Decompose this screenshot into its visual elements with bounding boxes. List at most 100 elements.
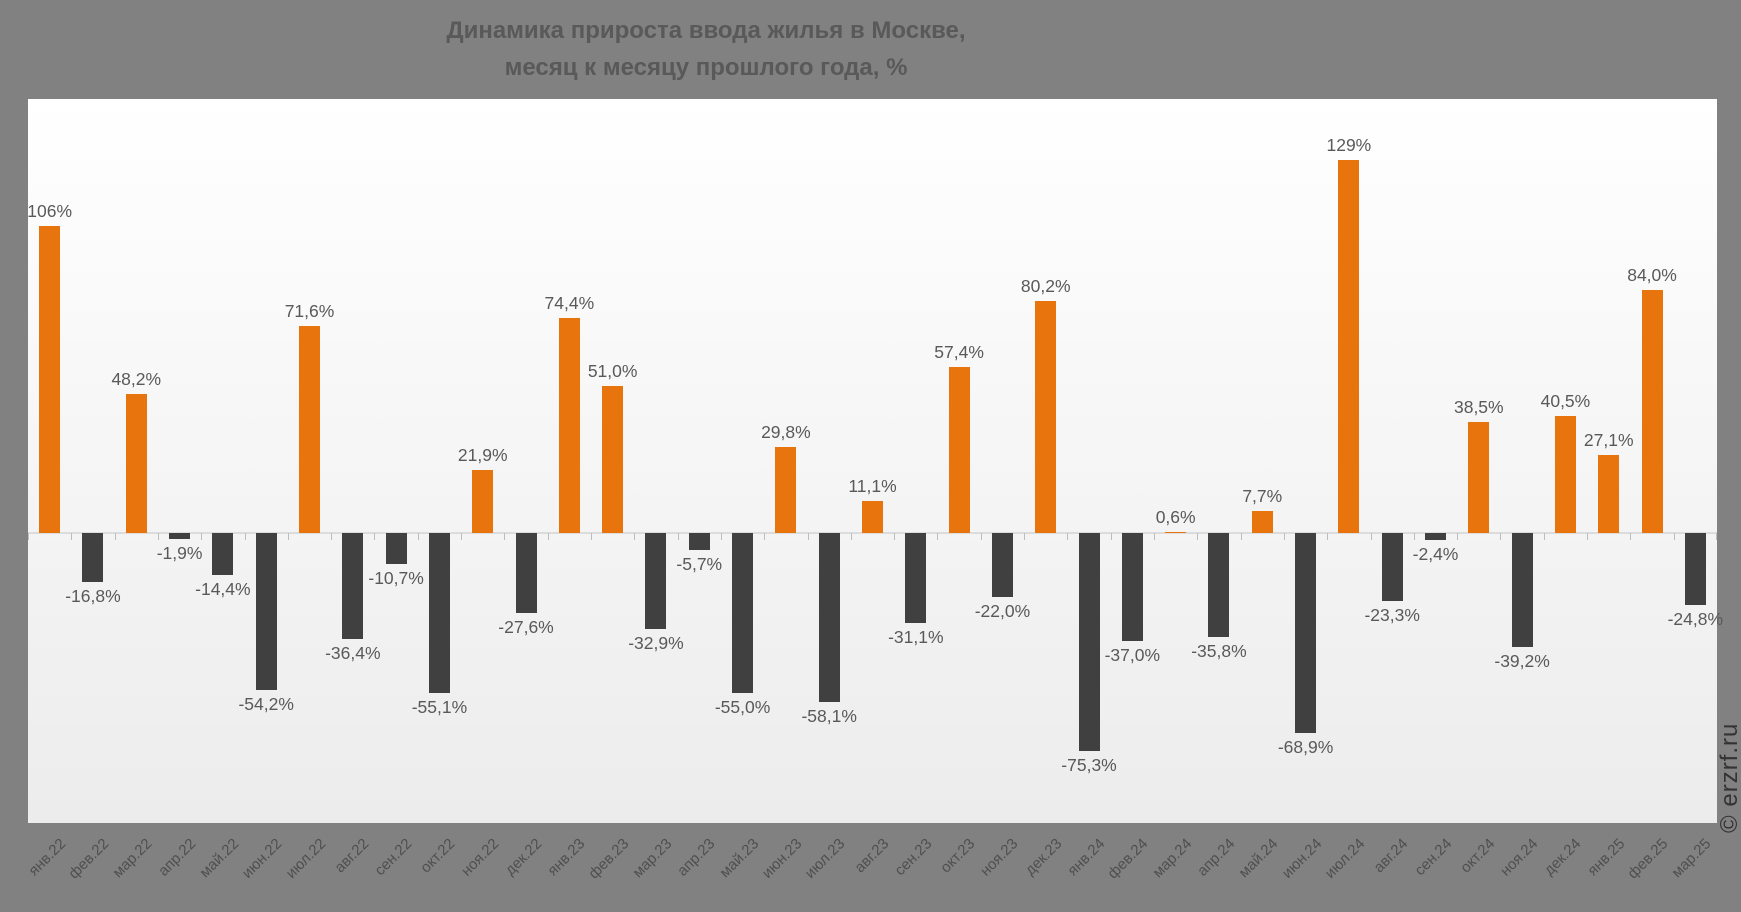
bar-апр.22 <box>169 533 191 539</box>
bar-ноя.22 <box>472 469 494 534</box>
axis-tick <box>331 533 333 541</box>
bar-ноя.23 <box>991 533 1013 598</box>
watermark: © erzrf.ru <box>1716 722 1741 833</box>
bar-value-label: 0,6% <box>1155 506 1196 527</box>
bar-value-label: -27,6% <box>498 617 554 638</box>
axis-tick <box>1500 533 1502 541</box>
bar-value-label: 129% <box>1326 134 1372 155</box>
bar-мар.22 <box>125 393 147 534</box>
bar-value-label: 48,2% <box>111 368 162 389</box>
axis-tick <box>28 533 29 541</box>
bar-value-label: -2,4% <box>1412 544 1459 565</box>
bar-value-label: -75,3% <box>1061 755 1117 776</box>
bar-value-label: -1,9% <box>156 542 203 563</box>
axis-tick <box>764 533 766 541</box>
bar-сен.24 <box>1425 533 1446 541</box>
bar-value-label: -55,0% <box>714 696 771 717</box>
bar-сен.23 <box>905 533 927 624</box>
bar-дек.23 <box>1035 301 1057 534</box>
axis-tick <box>374 533 376 541</box>
bar-авг.22 <box>342 533 364 639</box>
axis-tick <box>1240 533 1242 541</box>
axis-tick <box>1630 533 1632 541</box>
axis-tick <box>1716 533 1717 541</box>
bar-фев.25 <box>1641 290 1663 534</box>
axis-tick <box>591 533 592 541</box>
axis-tick <box>1283 533 1285 541</box>
axis-tick <box>157 533 159 541</box>
bar-value-label: 29,8% <box>761 422 811 443</box>
bar-value-label: -31,1% <box>888 627 944 648</box>
axis-tick <box>1327 533 1329 541</box>
bar-фев.22 <box>82 533 104 583</box>
bar-авг.24 <box>1381 533 1403 601</box>
bar-value-label: -55,1% <box>411 696 468 717</box>
bar-value-label: 40,5% <box>1540 391 1591 412</box>
bar-май.23 <box>732 533 754 693</box>
bar-фев.23 <box>602 385 624 534</box>
bar-июн.23 <box>775 447 797 534</box>
bar-value-label: -54,2% <box>238 694 294 715</box>
bar-янв.25 <box>1598 454 1620 534</box>
bar-value-label: 80,2% <box>1020 276 1071 297</box>
axis-tick <box>547 533 549 541</box>
chart-title-line1: Динамика прироста ввода жилья в Москве, <box>446 17 966 44</box>
axis-tick <box>980 533 982 541</box>
axis-tick <box>807 533 809 541</box>
bar-июл.24 <box>1338 159 1360 534</box>
bar-value-label: 57,4% <box>934 342 984 363</box>
bar-value-label: -35,8% <box>1191 641 1247 662</box>
bar-value-label: -24,8% <box>1667 609 1724 630</box>
bar-value-label: 74,4% <box>544 292 595 313</box>
bar-янв.24 <box>1078 533 1100 752</box>
axis-tick <box>1413 533 1415 541</box>
axis-tick <box>677 533 679 541</box>
axis-tick <box>1457 533 1459 541</box>
bar-value-label: -36,4% <box>325 642 381 663</box>
bar-value-label: 106% <box>27 201 73 222</box>
bar-value-label: 71,6% <box>284 301 335 322</box>
bar-апр.24 <box>1208 533 1230 638</box>
bar-дек.22 <box>515 533 537 614</box>
bar-value-label: -22,0% <box>974 601 1031 622</box>
bar-окт.24 <box>1468 421 1490 534</box>
axis-tick <box>937 533 939 541</box>
bar-июл.23 <box>818 533 840 702</box>
axis-tick <box>634 533 636 541</box>
bar-окт.22 <box>428 533 450 693</box>
chart-title: Динамика прироста ввода жилья в Москве, … <box>446 12 965 86</box>
bar-value-label: -37,0% <box>1104 644 1161 665</box>
axis-tick <box>850 533 852 541</box>
bar-value-label: 11,1% <box>848 476 897 497</box>
axis-tick <box>287 533 289 541</box>
bar-value-label: 21,9% <box>457 444 508 465</box>
axis-tick <box>1370 533 1372 541</box>
axis-tick <box>1154 533 1155 541</box>
bar-янв.22 <box>39 226 61 534</box>
bar-авг.23 <box>862 501 883 534</box>
bar-value-label: -10,7% <box>368 568 424 589</box>
axis-tick <box>244 533 246 541</box>
bar-value-label: 7,7% <box>1242 486 1283 507</box>
axis-tick <box>1024 533 1026 541</box>
axis-tick <box>114 533 116 541</box>
axis-tick <box>1067 533 1069 541</box>
bar-value-label: -16,8% <box>65 586 121 607</box>
bar-value-label: -39,2% <box>1494 650 1550 671</box>
bar-value-label: -5,7% <box>676 553 723 574</box>
bar-ноя.24 <box>1511 533 1533 647</box>
axis-tick <box>417 533 419 541</box>
axis-tick <box>1110 533 1112 541</box>
bar-value-label: 84,0% <box>1627 265 1677 286</box>
axis-tick <box>894 533 896 541</box>
bar-мар.24 <box>1165 531 1187 534</box>
axis-tick <box>1587 533 1589 541</box>
bar-value-label: -68,9% <box>1277 736 1334 757</box>
axis-tick <box>504 533 506 541</box>
axis-tick <box>1197 533 1199 541</box>
axis-tick <box>1543 533 1545 541</box>
bar-value-label: -58,1% <box>801 705 857 726</box>
bar-value-label: -32,9% <box>628 632 684 653</box>
bar-июл.22 <box>299 326 320 534</box>
